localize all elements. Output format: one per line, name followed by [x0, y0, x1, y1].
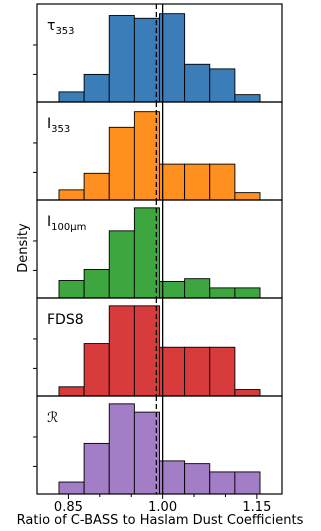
- histogram-bar: [234, 94, 261, 103]
- histogram-bar: [184, 163, 211, 201]
- panel-label: ℛ: [47, 410, 58, 426]
- histogram-bar: [108, 15, 135, 103]
- panel-3: I100μm: [33, 199, 283, 299]
- histogram-bar: [159, 13, 186, 103]
- histogram-bar: [83, 73, 110, 103]
- panel-4: FDS8: [33, 297, 283, 397]
- histogram-bar: [133, 207, 160, 299]
- histogram-bar: [184, 346, 211, 397]
- panel-label: τ353: [47, 18, 75, 37]
- histogram-bar: [184, 278, 211, 299]
- panel-2: I353: [33, 101, 283, 201]
- x-tick-label: 1.15: [242, 500, 271, 515]
- histogram-bar: [209, 471, 236, 495]
- histogram-bar: [159, 346, 186, 397]
- histogram-bar: [184, 463, 211, 495]
- histogram-bar: [234, 287, 261, 299]
- panels-group: τ353 I353 I100μm FDS8 ℛ: [33, 3, 283, 495]
- histogram-bar: [184, 63, 211, 103]
- histogram-bar: [234, 192, 261, 201]
- histogram-bar: [133, 17, 160, 103]
- histogram-bar: [108, 126, 135, 201]
- histogram-bar: [108, 403, 135, 495]
- histogram-bar: [83, 343, 110, 397]
- y-axis-title: Density: [16, 223, 31, 273]
- x-axis-title: Ratio of C-BASS to Haslam Dust Coefficie…: [17, 513, 304, 528]
- histogram-bar: [108, 305, 135, 397]
- panel-label: FDS8: [47, 312, 84, 328]
- histogram-bar: [209, 346, 236, 397]
- histogram-bar: [58, 91, 85, 103]
- histogram-bar: [234, 471, 261, 495]
- panel-1: τ353: [33, 3, 283, 103]
- histogram-bar: [58, 481, 85, 495]
- x-tick-label: 0.85: [54, 500, 83, 515]
- histogram-bar: [58, 280, 85, 299]
- x-axis: 0.85 1.00 1.15: [54, 494, 271, 515]
- histogram-bar: [58, 386, 85, 397]
- histogram-bar: [209, 163, 236, 201]
- histogram-bar: [209, 287, 236, 299]
- histogram-bar: [83, 269, 110, 299]
- histogram-bar: [58, 189, 85, 201]
- histogram-bar: [133, 411, 160, 495]
- histogram-bar: [108, 230, 135, 299]
- panel-5: ℛ: [33, 395, 283, 495]
- panel-label: I100μm: [47, 214, 86, 233]
- histogram-bar: [234, 389, 261, 397]
- histogram-bar: [209, 68, 236, 103]
- histogram-bar: [83, 442, 110, 495]
- histogram-bar: [83, 172, 110, 201]
- panel-frame: [36, 395, 283, 495]
- panel-label: I353: [47, 116, 70, 135]
- x-tick-label: 1.00: [148, 500, 177, 515]
